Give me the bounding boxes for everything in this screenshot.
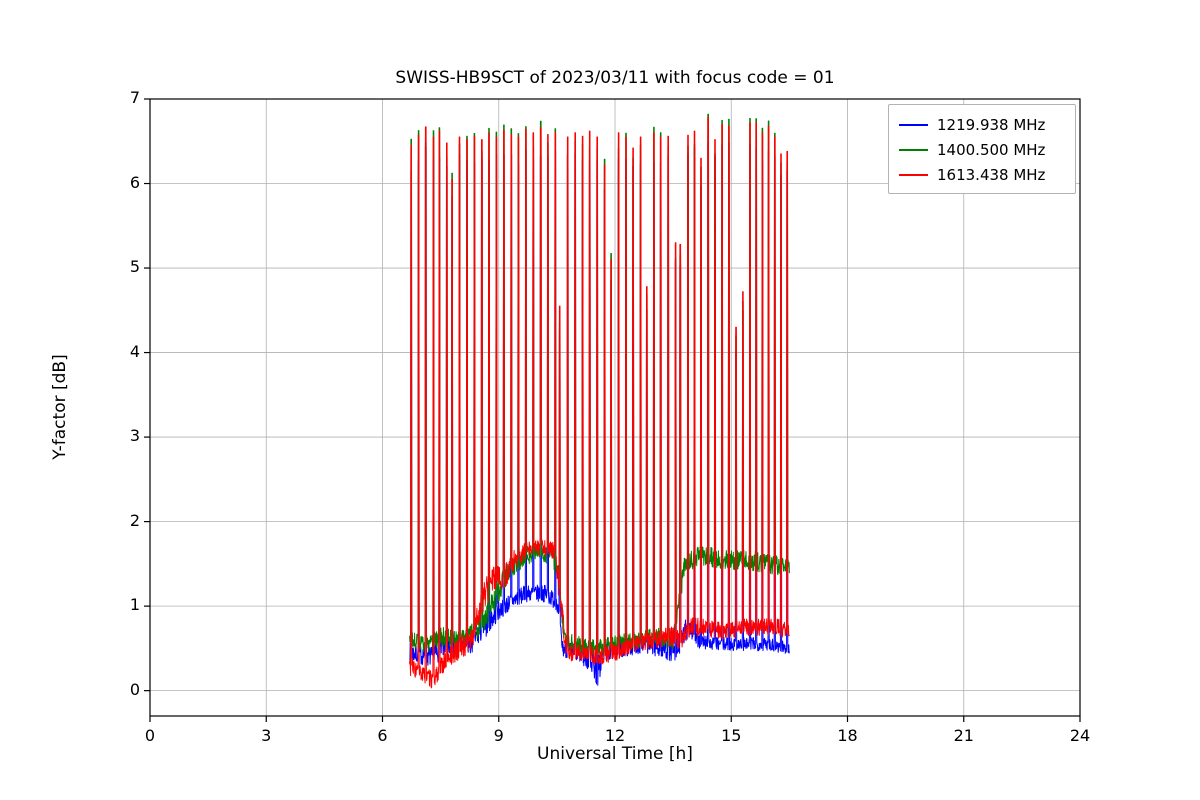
x-tick-label: 15 <box>721 726 742 745</box>
x-tick-label: 0 <box>144 726 156 745</box>
legend-label: 1613.438 MHz <box>937 165 1046 184</box>
legend: 1219.938 MHz 1400.500 MHz 1613.438 MHz <box>888 104 1076 194</box>
legend-line-sample-red <box>899 173 928 176</box>
y-tick-label: 5 <box>129 257 140 277</box>
x-tick-label: 18 <box>837 726 858 745</box>
x-axis-label: Universal Time [h] <box>537 744 693 764</box>
legend-line-sample-blue <box>899 123 928 126</box>
chart-title: SWISS-HB9SCT of 2023/03/11 with focus co… <box>395 68 835 88</box>
y-tick-label: 6 <box>129 172 140 192</box>
y-axis-label: Y-factor [dB] <box>50 354 70 460</box>
x-tick-label: 3 <box>261 726 272 745</box>
y-tick-label: 3 <box>129 426 140 446</box>
y-tick-label: 2 <box>129 510 140 530</box>
legend-label: 1400.500 MHz <box>937 140 1046 159</box>
x-tick-label: 9 <box>493 726 504 745</box>
y-tick-label: 1 <box>129 595 140 615</box>
y-tick-label: 7 <box>129 88 140 107</box>
legend-item: 1400.500 MHz <box>899 137 1065 162</box>
y-tick-label: 0 <box>129 679 140 699</box>
legend-label: 1219.938 MHz <box>937 115 1046 134</box>
legend-item: 1219.938 MHz <box>899 112 1065 137</box>
x-tick-label: 24 <box>1069 726 1091 745</box>
y-tick-label: 4 <box>129 341 140 361</box>
legend-item: 1613.438 MHz <box>899 162 1065 187</box>
x-tick-label: 21 <box>953 726 974 745</box>
legend-line-sample-green <box>899 148 928 151</box>
x-tick-label: 12 <box>604 726 626 745</box>
x-tick-label: 6 <box>377 726 388 745</box>
